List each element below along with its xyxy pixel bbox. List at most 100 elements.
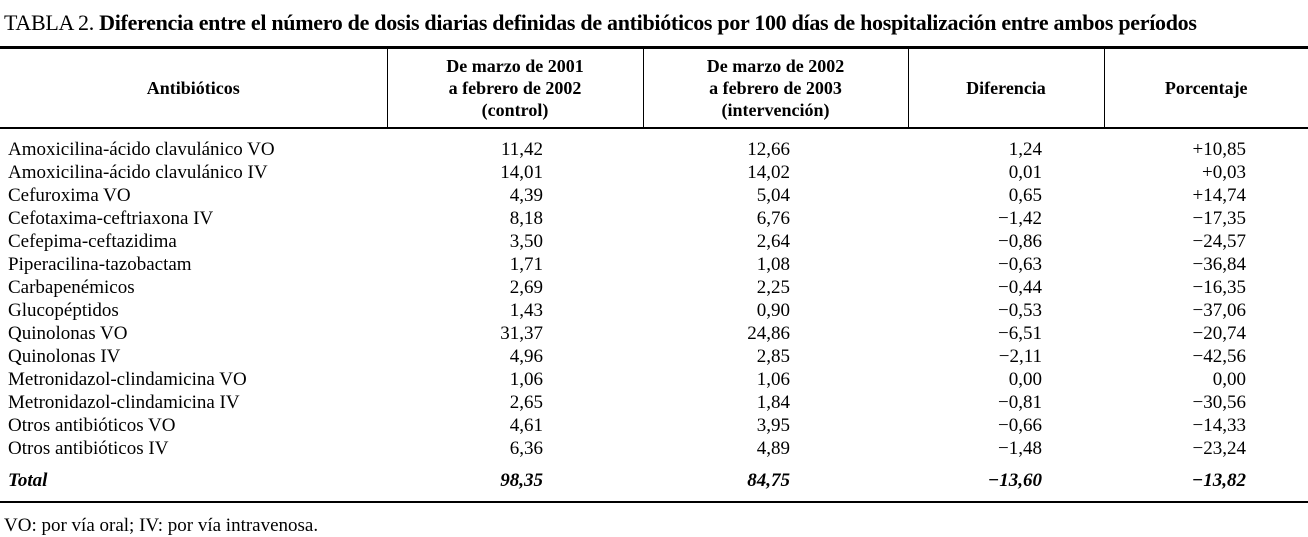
cell-antibiotic-name: Quinolonas VO (8, 323, 128, 344)
table-row: Amoxicilina-ácido clavulánico VO 11,42 12,… (0, 128, 1308, 161)
cell-percentage-value: −42,56 (1192, 346, 1246, 367)
cell-intervention-value: 3,95 (756, 415, 790, 436)
cell-control-value: 1,06 (509, 369, 543, 390)
cell-intervention-value: 1,08 (756, 254, 790, 275)
cell-difference-value: 1,24 (1008, 139, 1042, 160)
cell-percentage-value: −37,06 (1192, 300, 1246, 321)
cell-intervention-value: 5,04 (756, 185, 790, 206)
cell-intervention-value: 2,64 (756, 231, 790, 252)
cell-percentage-value: −30,56 (1192, 392, 1246, 413)
cell-antibiotic-name: Amoxicilina-ácido clavulánico VO (8, 139, 275, 160)
cell-percentage-value: −14,33 (1192, 415, 1246, 436)
cell-difference-value: −0,86 (998, 231, 1042, 252)
col-header-percentage: Porcentaje (1103, 46, 1308, 129)
cell-control-value: 2,65 (509, 392, 543, 413)
cell-percentage-value: +0,03 (1202, 162, 1246, 183)
cell-percentage-value: −17,35 (1192, 208, 1246, 229)
cell-control-value: 14,01 (500, 162, 543, 183)
cell-difference-value: −0,53 (998, 300, 1042, 321)
table-number: TABLA 2. (4, 10, 94, 35)
table-row: Quinolonas IV 4,96 2,85 −2,11 −42,56 (0, 345, 1308, 368)
cell-percentage-value: −20,74 (1192, 323, 1246, 344)
cell-difference-value: −1,42 (998, 208, 1042, 229)
table-header: Antibióticos De marzo de 2001 a febrero … (0, 46, 1308, 129)
col-header-control-period: De marzo de 2001 a febrero de 2002 (cont… (386, 46, 643, 129)
total-difference-value: −13,60 (908, 460, 1104, 503)
cell-antibiotic-name: Cefotaxima-ceftriaxona IV (8, 208, 214, 229)
cell-control-value: 4,61 (509, 415, 543, 436)
table-row: Metronidazol-clindamicina VO 1,06 1,06 0,00… (0, 368, 1308, 391)
cell-antibiotic-name: Metronidazol-clindamicina IV (8, 392, 240, 413)
cell-percentage-value: −23,24 (1192, 438, 1246, 459)
cell-antibiotic-name: Otros antibióticos IV (8, 438, 169, 459)
cell-difference-value: −0,44 (998, 277, 1042, 298)
cell-difference-value: −2,11 (998, 346, 1042, 367)
cell-antibiotic-name: Piperacilina-tazobactam (8, 254, 192, 275)
cell-intervention-value: 2,25 (756, 277, 790, 298)
table-row: Piperacilina-tazobactam 1,71 1,08 −0,63 −36,… (0, 253, 1308, 276)
cell-antibiotic-name: Otros antibióticos VO (8, 415, 176, 436)
cell-percentage-value: −16,35 (1192, 277, 1246, 298)
footnote: VO: por vía oral; IV: por vía intravenos… (4, 515, 319, 536)
cell-antibiotic-name: Cefepima-ceftazidima (8, 231, 177, 252)
cell-control-value: 8,18 (509, 208, 543, 229)
table-footer: Total 98,35 84,75 −13,60 −13,82 (0, 460, 1308, 503)
cell-intervention-value: 1,06 (756, 369, 790, 390)
table-body: Amoxicilina-ácido clavulánico VO 11,42 12,… (0, 128, 1308, 460)
cell-antibiotic-name: Glucopéptidos (8, 300, 119, 321)
cell-control-value: 31,37 (500, 323, 543, 344)
table-row: Quinolonas VO 31,37 24,86 −6,51 −20,74 (0, 322, 1308, 345)
col-header-difference: Diferencia (907, 46, 1104, 129)
cell-intervention-value: 24,86 (747, 323, 790, 344)
cell-percentage-value: −36,84 (1192, 254, 1246, 275)
cell-difference-value: −0,66 (998, 415, 1042, 436)
table-row: Carbapenémicos 2,69 2,25 −0,44 −16,35 (0, 276, 1308, 299)
cell-control-value: 4,96 (509, 346, 543, 367)
total-percentage-value: −13,82 (1104, 460, 1308, 503)
cell-percentage-value: +10,85 (1192, 139, 1246, 160)
table-row: Otros antibióticos IV 6,36 4,89 −1,48 −23,24 (0, 437, 1308, 460)
table-row: Cefotaxima-ceftriaxona IV 8,18 6,76 −1,42 −1… (0, 207, 1308, 230)
total-intervention-value: 84,75 (643, 460, 908, 503)
cell-control-value: 4,39 (509, 185, 543, 206)
table-row: Otros antibióticos VO 4,61 3,95 −0,66 −14,33 (0, 414, 1308, 437)
cell-intervention-value: 14,02 (747, 162, 790, 183)
cell-intervention-value: 0,90 (756, 300, 790, 321)
cell-difference-value: 0,00 (1008, 369, 1042, 390)
table-row: Metronidazol-clindamicina IV 2,65 1,84 −0,8… (0, 391, 1308, 414)
table-title: TABLA 2. Diferencia entre el número de d… (0, 8, 1308, 46)
cell-percentage-value: 0,00 (1212, 369, 1246, 390)
cell-antibiotic-name: Metronidazol-clindamicina VO (8, 369, 247, 390)
table-row: Cefepima-ceftazidima 3,50 2,64 −0,86 −24,57 (0, 230, 1308, 253)
col-header-intervention-period: De marzo de 2002 a febrero de 2003 (inte… (642, 46, 908, 129)
cell-antibiotic-name: Carbapenémicos (8, 277, 135, 298)
cell-antibiotic-name: Cefuroxima VO (8, 185, 131, 206)
total-row: Total 98,35 84,75 −13,60 −13,82 (0, 460, 1308, 503)
cell-control-value: 2,69 (509, 277, 543, 298)
cell-intervention-value: 1,84 (756, 392, 790, 413)
cell-control-value: 11,42 (500, 139, 543, 160)
cell-antibiotic-name: Amoxicilina-ácido clavulánico IV (8, 162, 268, 183)
table-row: Glucopéptidos 1,43 0,90 −0,53 −37,06 (0, 299, 1308, 322)
cell-intervention-value: 6,76 (756, 208, 790, 229)
cell-control-value: 6,36 (509, 438, 543, 459)
table-row: Amoxicilina-ácido clavulánico IV 14,01 14,… (0, 161, 1308, 184)
table-title-text: Diferencia entre el número de dosis diar… (99, 10, 1197, 35)
cell-difference-value: −6,51 (998, 323, 1042, 344)
cell-intervention-value: 2,85 (756, 346, 790, 367)
cell-control-value: 1,71 (509, 254, 543, 275)
total-control-value: 98,35 (387, 460, 643, 503)
cell-difference-value: −1,48 (998, 438, 1042, 459)
total-label: Total (0, 460, 387, 503)
cell-control-value: 3,50 (509, 231, 543, 252)
antibiotics-table: Antibióticos De marzo de 2001 a febrero … (0, 46, 1308, 503)
table-row: Cefuroxima VO 4,39 5,04 0,65 +14,74 (0, 184, 1308, 207)
cell-percentage-value: −24,57 (1192, 231, 1246, 252)
cell-percentage-value: +14,74 (1192, 185, 1246, 206)
cell-intervention-value: 4,89 (756, 438, 790, 459)
cell-intervention-value: 12,66 (747, 139, 790, 160)
cell-difference-value: 0,01 (1008, 162, 1042, 183)
cell-difference-value: 0,65 (1008, 185, 1042, 206)
col-header-antibiotics: Antibióticos (0, 46, 387, 129)
header-row: Antibióticos De marzo de 2001 a febrero … (0, 46, 1308, 129)
